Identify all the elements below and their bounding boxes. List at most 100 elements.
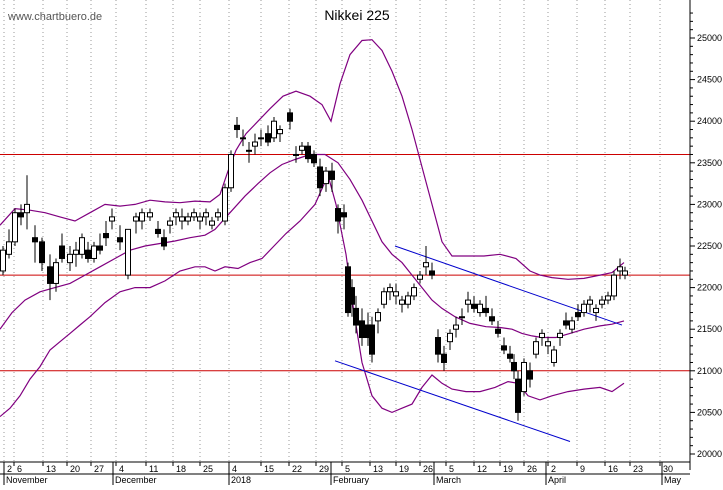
candle-body: [117, 237, 123, 243]
y-tick-label: 24500: [697, 75, 722, 85]
candle-body: [133, 216, 139, 222]
candle: [569, 316, 575, 334]
candle-body: [139, 212, 145, 222]
candle: [329, 162, 335, 192]
candle-body: [109, 216, 115, 222]
candle-body: [459, 316, 465, 319]
candle: [91, 241, 97, 263]
candle-body: [581, 303, 587, 314]
candle-body: [387, 287, 393, 293]
candle-body: [501, 345, 507, 351]
candle-body: [557, 332, 563, 339]
candle-body: [539, 332, 545, 339]
y-tick-label: 22500: [697, 241, 722, 251]
candle: [203, 208, 209, 226]
candle: [471, 295, 477, 313]
candle: [109, 208, 115, 230]
x-tick-label: 19: [503, 464, 513, 474]
candle: [287, 108, 293, 130]
x-tick-label: 26: [527, 464, 537, 474]
candle: [575, 304, 581, 321]
x-tick-label: 15: [264, 464, 274, 474]
candle: [47, 254, 53, 301]
candle-body: [435, 337, 441, 355]
candle-body: [399, 299, 405, 305]
candle-body: [329, 170, 335, 180]
candle-body: [375, 312, 381, 322]
candle: [265, 125, 271, 147]
candle-body: [477, 303, 483, 314]
candle-body: [6, 241, 12, 255]
candle-body: [353, 307, 359, 326]
candle-body: [341, 212, 347, 218]
candle: [228, 150, 234, 192]
candle-body: [405, 295, 411, 305]
candle-body: [91, 245, 97, 259]
x-tick-label: 22: [292, 464, 302, 474]
bollinger-middle-line: [0, 153, 625, 339]
x-tick-label: 30: [663, 464, 673, 474]
x-tick-label: 18: [176, 464, 186, 474]
candle: [18, 204, 24, 226]
candle: [341, 204, 347, 230]
candle-body: [593, 307, 599, 314]
candle-body: [79, 237, 85, 255]
candle: [465, 291, 471, 313]
candle-body: [73, 249, 79, 255]
candle-body: [167, 220, 173, 226]
candle: [447, 329, 453, 350]
candle-body: [521, 361, 527, 393]
candle: [551, 345, 557, 367]
candle-body: [12, 212, 18, 243]
candle: [240, 129, 246, 147]
candle: [611, 270, 617, 301]
x-tick-label: 2: [7, 464, 12, 474]
y-tick-label: 20000: [697, 449, 722, 459]
candle-body: [507, 353, 513, 359]
candle: [277, 125, 283, 142]
candle-body: [85, 249, 91, 259]
candle-body: [423, 262, 429, 268]
candle: [161, 229, 167, 251]
candle: [563, 312, 569, 330]
candle-body: [599, 299, 605, 305]
candle: [539, 329, 545, 346]
candle-body: [155, 228, 161, 235]
candle-body: [429, 270, 435, 276]
x-tick-label: 19: [399, 464, 409, 474]
candle-body: [569, 320, 575, 330]
candle: [381, 287, 387, 309]
candle-body: [222, 187, 228, 222]
candle-body: [265, 133, 271, 143]
candle: [79, 233, 85, 259]
month-label: May: [664, 475, 682, 485]
candle: [459, 308, 465, 326]
candle-body: [545, 341, 551, 347]
candle-body: [335, 208, 341, 222]
x-tick-label: 5: [449, 464, 454, 474]
candle: [411, 283, 417, 301]
x-tick-label: 29: [319, 464, 329, 474]
candle: [393, 283, 399, 305]
candle: [85, 241, 91, 263]
x-tick-label: 9: [580, 464, 585, 474]
candle: [477, 300, 483, 317]
candle: [453, 316, 459, 338]
candle-body: [323, 170, 329, 185]
x-tick-label: 16: [608, 464, 618, 474]
candle-body: [179, 216, 185, 222]
candle-body: [605, 295, 611, 301]
month-label: February: [333, 475, 370, 485]
candle: [117, 225, 123, 251]
candle-body: [563, 320, 569, 326]
candle-body: [617, 266, 623, 272]
candle: [6, 229, 12, 259]
candle-body: [453, 324, 459, 330]
candle-body: [393, 291, 399, 297]
candle-body: [47, 266, 53, 284]
candle: [12, 208, 18, 246]
candle-body: [67, 253, 73, 264]
candle: [483, 295, 489, 317]
